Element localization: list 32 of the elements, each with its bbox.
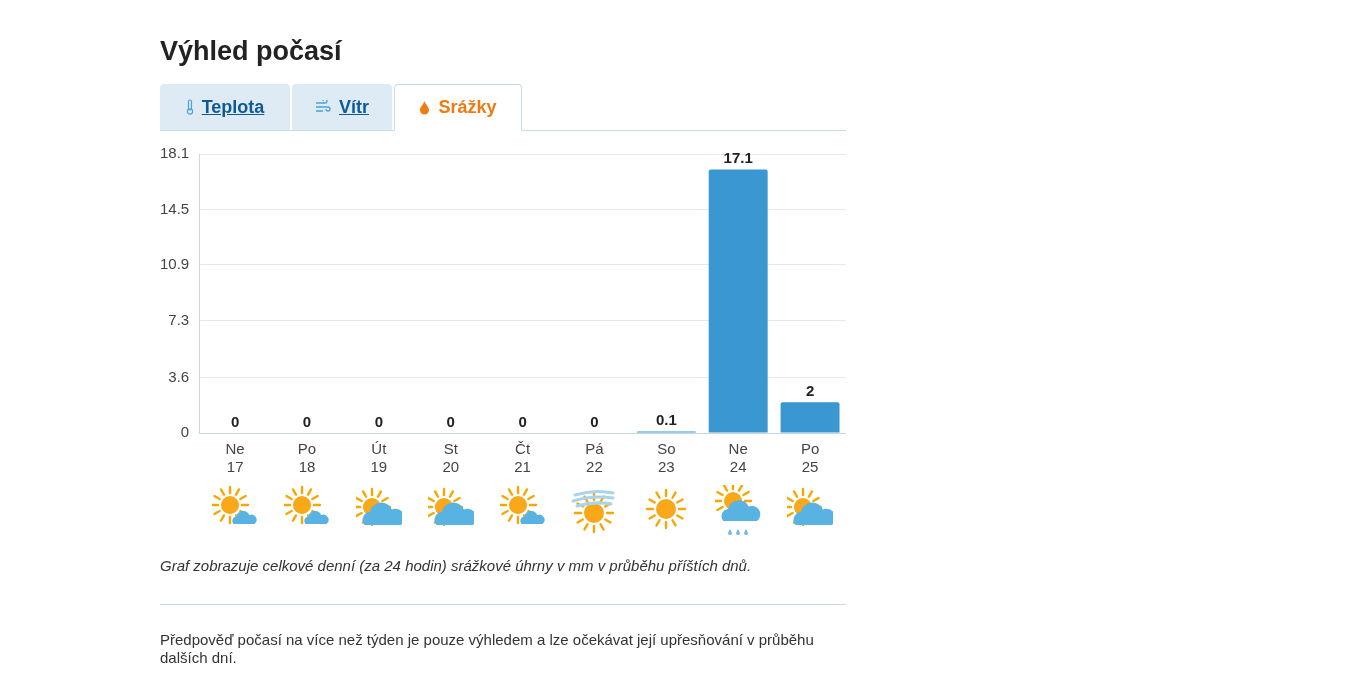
text: Teplota (201, 96, 265, 118)
x-tick-label: Ne 24 (728, 440, 748, 476)
bar (780, 402, 840, 433)
text: Graf zobrazuje celkové denní (za 24 hodin) srážkové úhrny v mm v průběhu příštích dnů. (160, 557, 753, 574)
y-tick-label: 14.5 (159, 199, 190, 217)
x-tick-label: Pá 22 (585, 440, 605, 476)
text: Srážky (438, 97, 497, 118)
data-label: 2 (805, 381, 815, 399)
x-tick-label: Ne 17 (225, 440, 245, 476)
y-tick-label: 0 (180, 423, 190, 441)
x-tick-label: Po 25 (800, 440, 820, 476)
x-tick-label: Čt 21 (514, 440, 531, 476)
data-label: 0 (230, 412, 240, 430)
data-label: 0 (374, 412, 384, 430)
x-tick-label: St 20 (442, 440, 460, 476)
data-label: 17.1 (723, 149, 753, 167)
data-label: 0 (302, 412, 312, 430)
y-tick-label: 3.6 (168, 367, 190, 385)
chart-title: Výhled počasí (160, 36, 343, 68)
data-label: 0 (446, 412, 455, 430)
data-label: 0 (590, 412, 599, 430)
y-tick-label: 7.3 (168, 310, 190, 328)
y-tick-label: 18.1 (159, 144, 190, 162)
text: Vítr (338, 96, 369, 118)
data-label: 0 (518, 412, 527, 430)
x-tick-label: Po 18 (297, 440, 317, 476)
text: Předpověď počasí na více než týden je pouze výhledem a lze očekávat její upřesňování v průběhu dalších dní. (160, 631, 815, 667)
x-tick-label: So 23 (657, 440, 676, 476)
data-label: 0.1 (655, 411, 677, 429)
y-tick-label: 10.9 (159, 255, 190, 273)
x-tick-label: Út 19 (370, 440, 388, 476)
bar (708, 169, 768, 433)
